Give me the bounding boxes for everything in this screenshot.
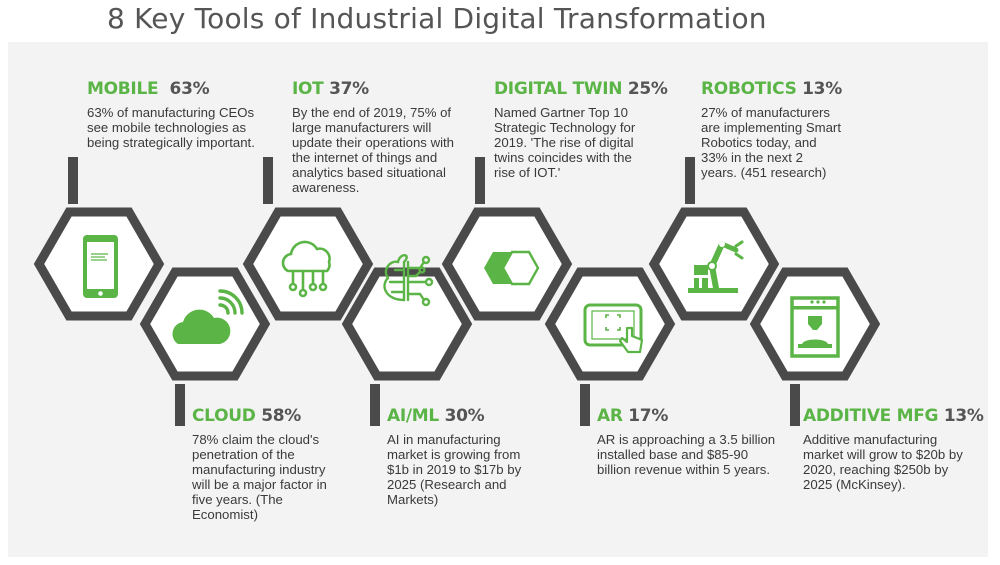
tool-description: 27% of manufacturers are implementing Sm… [701, 105, 841, 180]
tool-description: AI in manufacturing market is growing fr… [387, 432, 522, 507]
tool-description: By the end of 2019, 75% of large manufac… [292, 105, 455, 195]
tablet-touch-icon [583, 303, 644, 354]
tool-name: MOBILE [87, 79, 159, 99]
cloud-network-icon [281, 240, 331, 298]
tool-percent: 58% [261, 406, 301, 426]
tool-cloud: CLOUD 58% 78% claim the cloud's penetrat… [192, 406, 347, 522]
tool-percent: 37% [329, 79, 369, 99]
tool-heading: AR 17% [597, 406, 777, 426]
tool-robotics: ROBOTICS 13% 27% of manufacturers are im… [701, 79, 842, 180]
tool-percent: 25% [627, 79, 668, 99]
tool-description: 78% claim the cloud's penetration of the… [192, 432, 327, 522]
tool-description: AR is approaching a 3.5 billion installe… [597, 432, 776, 477]
tool-heading: CLOUD 58% [192, 406, 347, 426]
tool-description: 63% of manufacturing CEOs see mobile tec… [87, 105, 255, 150]
tool-iot: IOT 37% By the end of 2019, 75% of large… [292, 79, 464, 195]
tool-name: AR [597, 406, 623, 426]
tool-name: ROBOTICS [701, 79, 797, 99]
tool-heading: MOBILE 63% [87, 79, 257, 99]
tool-ar: AR 17% AR is approaching a 3.5 billion i… [597, 406, 777, 477]
tool-percent: 30% [444, 406, 485, 426]
tool-digital-twin: DIGITAL TWIN 25% Named Gartner Top 10 St… [494, 79, 668, 180]
tool-heading: IOT 37% [292, 79, 464, 99]
tool-additive-mfg: ADDITIVE MFG 13% Additive manufacturing … [803, 406, 984, 492]
hexagon-ar [550, 272, 670, 376]
connector-lines [68, 157, 800, 426]
tool-mobile: MOBILE 63% 63% of manufacturing CEOs see… [87, 79, 257, 150]
hexagon-iot [248, 212, 368, 316]
brain-circuit-icon [383, 254, 434, 307]
tool-percent: 17% [628, 406, 669, 426]
tool-percent: 63% [169, 79, 210, 99]
tool-name: AI/ML [387, 406, 439, 426]
tool-aiml: AI/ML 30% AI in manufacturing market is … [387, 406, 527, 507]
tool-heading: DIGITAL TWIN 25% [494, 79, 668, 99]
robot-arm-icon [688, 240, 744, 293]
tool-name: DIGITAL TWIN [494, 79, 623, 99]
twin-hexagon-icon [484, 250, 540, 286]
tool-description: Named Gartner Top 10 Strategic Technolog… [494, 105, 636, 180]
tool-heading: ADDITIVE MFG 13% [803, 406, 984, 426]
smartphone-icon [83, 235, 118, 298]
cloud-icon [172, 289, 244, 344]
3d-printer-icon [790, 296, 840, 358]
tool-heading: AI/ML 30% [387, 406, 527, 426]
tool-percent: 13% [943, 406, 984, 426]
tool-heading: ROBOTICS 13% [701, 79, 842, 99]
tool-percent: 13% [802, 79, 842, 99]
page-title: 8 Key Tools of Industrial Digital Transf… [107, 2, 767, 35]
tool-name: CLOUD [192, 406, 256, 426]
tool-name: ADDITIVE MFG [803, 406, 939, 426]
tool-description: Additive manufacturing market will grow … [803, 432, 963, 492]
tool-name: IOT [292, 79, 324, 99]
